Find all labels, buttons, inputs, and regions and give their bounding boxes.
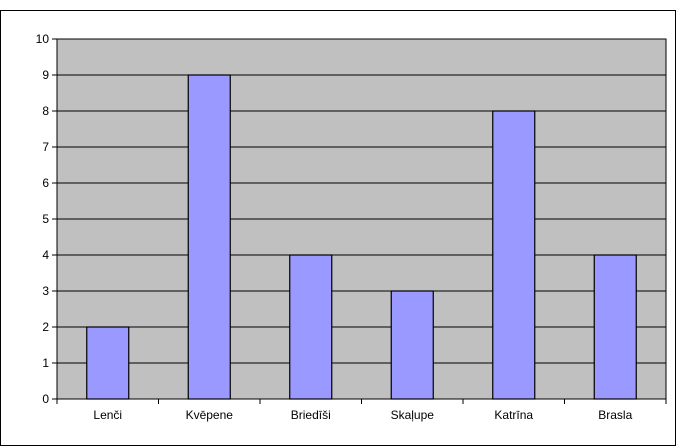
bar-5 — [492, 110, 536, 400]
y-tick-label: 4 — [42, 248, 49, 262]
x-tick-label: Brasla — [598, 408, 632, 422]
y-tick-label: 8 — [42, 104, 49, 118]
y-tick-label: 1 — [42, 356, 49, 370]
y-tick-label: 7 — [42, 140, 49, 154]
bar-4 — [390, 290, 434, 400]
bar-1 — [86, 326, 130, 400]
y-tick-label: 0 — [42, 392, 49, 406]
y-tick-label: 6 — [42, 176, 49, 190]
bar-3 — [289, 254, 333, 400]
x-tick-label: Lenči — [93, 408, 122, 422]
y-tick-label: 5 — [42, 212, 49, 226]
bar-6 — [593, 254, 637, 400]
y-tick-label: 10 — [36, 32, 50, 46]
x-tick-label: Katrīna — [494, 408, 533, 422]
x-tick-label: Kvēpene — [186, 408, 234, 422]
y-tick-label: 9 — [42, 68, 49, 82]
x-tick-label: Skaļupe — [391, 408, 435, 422]
y-tick-label: 2 — [42, 320, 49, 334]
bar-2 — [187, 74, 231, 400]
y-tick-label: 3 — [42, 284, 49, 298]
x-tick-label: Briedīši — [291, 408, 331, 422]
